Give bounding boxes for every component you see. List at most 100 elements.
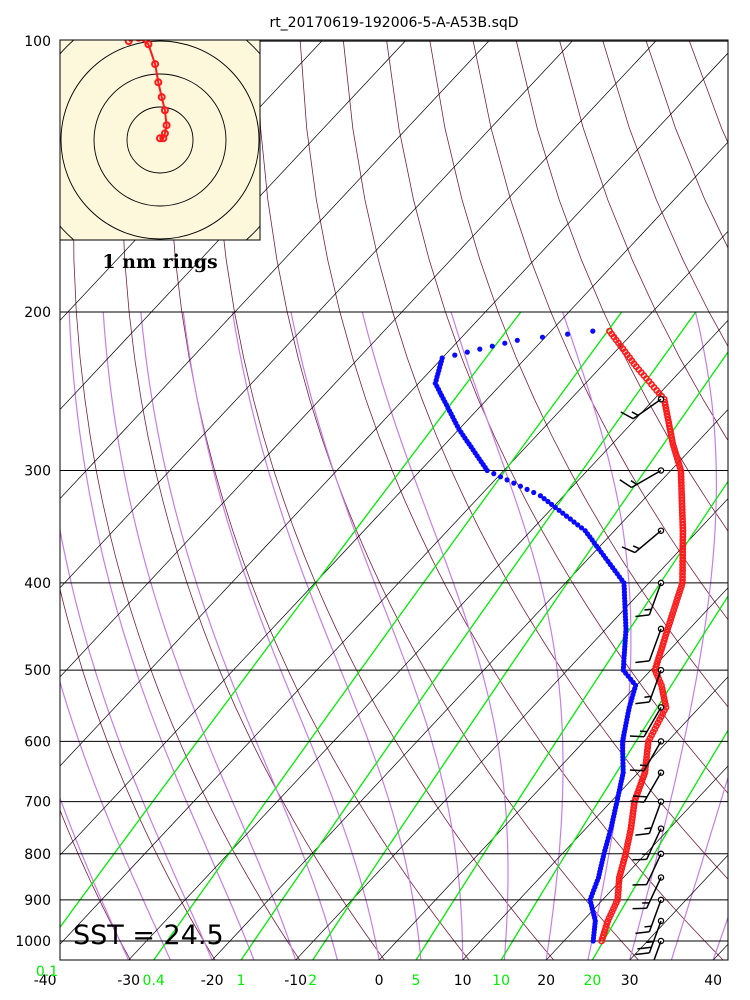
temperature-point: [679, 530, 687, 538]
temperature-point: [679, 548, 687, 556]
wind-barb-feather: [635, 660, 650, 664]
temperature-point: [679, 539, 687, 547]
temperature-point: [667, 616, 675, 624]
temperature-point: [679, 570, 686, 578]
temperature-point: [679, 545, 687, 553]
temperature-point: [652, 663, 660, 671]
temperature-point: [677, 476, 685, 483]
plot-frame: [59, 39, 729, 961]
wind-barb: [632, 825, 665, 861]
temperature-point: [679, 573, 686, 581]
temperature-point: [626, 828, 634, 836]
dewpoint-point: [439, 355, 445, 361]
temperature-point: [627, 822, 635, 829]
temperature-point: [643, 753, 650, 761]
wind-barbs: [619, 395, 665, 960]
isotherm: [295, 498, 728, 960]
wind-barb-half-feather: [630, 479, 638, 486]
wind-barb: [635, 896, 665, 935]
dry-adiabat: [256, 41, 639, 960]
temperature-point: [677, 467, 685, 474]
temperature-point: [627, 825, 635, 832]
isotherm: [712, 943, 728, 960]
dry-adiabat: [213, 41, 555, 960]
moist-adiabat: [712, 915, 728, 960]
temperature-point: [643, 747, 651, 755]
temperature-point: [660, 694, 668, 702]
moist-adiabat: [231, 311, 422, 960]
dewpoint-point: [491, 471, 497, 477]
temperature-point: [629, 813, 636, 820]
temperature-point: [676, 588, 683, 596]
temperature-point: [678, 485, 685, 492]
isotherm: [60, 40, 573, 589]
temperature-point: [622, 850, 630, 858]
dry-adiabat: [689, 40, 728, 144]
mixing-ratio-label: 2: [308, 973, 317, 989]
temperature-point: [677, 585, 684, 593]
temperature-point: [620, 856, 628, 864]
hodograph-rings: [60, 40, 260, 240]
pressure-tick-label: 800: [24, 847, 51, 863]
wind-barb-half-feather: [632, 545, 640, 550]
temperature-tick-label: -20: [201, 973, 224, 989]
pressure-tick-label: 400: [24, 576, 51, 592]
hodograph-point: [160, 106, 169, 115]
wind-barb-staff: [631, 469, 662, 489]
temperature-point: [623, 844, 631, 851]
temperature-point: [676, 464, 684, 471]
temperature-point: [679, 536, 687, 544]
pressure-tick-label: 500: [24, 663, 51, 679]
temperature-point: [679, 527, 687, 535]
mixing-ratio-label: 0.1: [36, 964, 58, 980]
temperature-point: [644, 741, 652, 748]
wind-barb-half-feather: [644, 608, 652, 611]
wind-barb-feather: [629, 800, 645, 803]
temperature-point: [678, 500, 686, 507]
temperature-point: [679, 579, 686, 587]
temperature-point: [614, 893, 622, 900]
pressure-tick-label: 100: [24, 34, 51, 50]
dewpoint-point: [452, 352, 458, 358]
wind-barb-half-feather: [646, 940, 654, 944]
dewpoint-point: [514, 337, 520, 343]
wind-barb: [629, 769, 665, 803]
isotherm: [60, 52, 728, 767]
temperature-point: [678, 503, 686, 510]
dry-adiabat: [559, 40, 728, 442]
temperature-point: [664, 625, 672, 633]
sounding-traces: [432, 327, 687, 945]
temperature-point: [615, 880, 623, 888]
wind-barb: [629, 704, 665, 738]
isotherm: [378, 587, 728, 960]
dewpoint-point: [556, 507, 562, 513]
mixing-ratio-line: [591, 729, 728, 960]
temperature-point: [644, 744, 652, 751]
temperature-point: [626, 831, 633, 839]
chart-title: rt_20170619-192006-5-A-A53B.sqD: [269, 15, 518, 31]
temperature-point: [664, 416, 672, 424]
temperature-point: [679, 518, 686, 526]
dewpoint-point: [545, 498, 551, 505]
dry-adiabat: [472, 41, 728, 621]
wind-barb: [621, 527, 665, 554]
moist-adiabat: [670, 775, 728, 960]
dewpoint-trace: [432, 328, 639, 944]
dry-adiabat: [516, 41, 728, 532]
wind-barb-half-feather: [644, 827, 652, 830]
temperature-point: [661, 401, 669, 409]
dewpoint-point: [563, 513, 570, 519]
temperature-point: [670, 607, 677, 614]
temperature-point: [629, 807, 637, 814]
temperature-point: [679, 533, 687, 541]
temperature-tick-label: 20: [537, 973, 555, 989]
moist-adiabat: [60, 679, 171, 960]
temperature-point: [679, 558, 686, 565]
dry-adiabat: [386, 41, 728, 794]
dewpoint-point: [539, 334, 546, 340]
wind-barb: [632, 850, 665, 886]
temperature-point: [678, 497, 686, 504]
temperature-tick-label: 30: [621, 973, 639, 989]
hodograph-point: [157, 93, 166, 102]
